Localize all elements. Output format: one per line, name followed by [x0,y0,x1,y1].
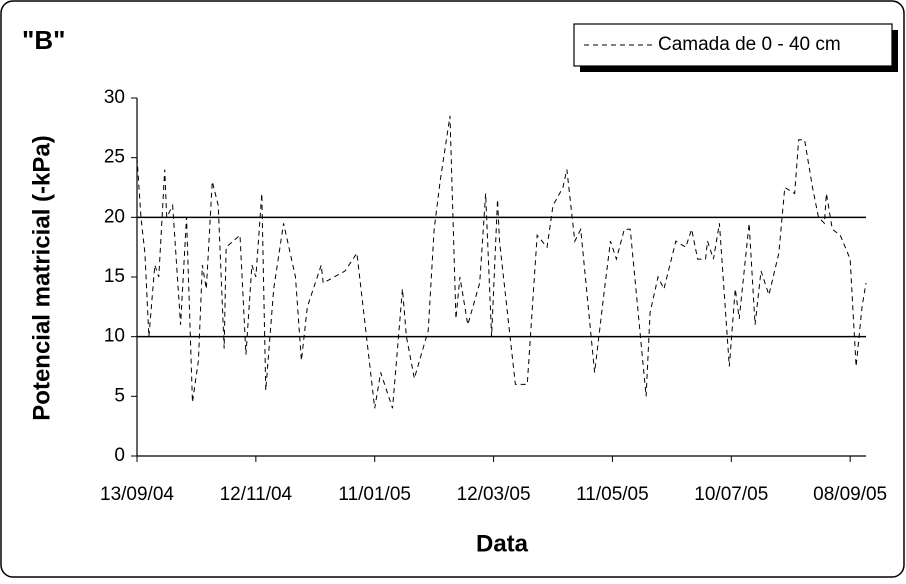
x-tick-label: 11/05/05 [576,484,649,505]
y-tick-label: 10 [104,326,125,347]
x-tick-label: 12/03/05 [457,484,531,505]
y-tick-label: 30 [104,87,125,108]
chart-title: "B" [22,25,65,55]
legend-label: Camada de 0 - 40 cm [658,34,841,55]
x-axis-label: Data [476,530,529,557]
x-tick-label: 11/01/05 [338,484,411,505]
y-tick-label: 0 [114,445,125,466]
y-axis-label: Potencial matricial (-kPa) [28,135,55,420]
legend-box [573,23,893,67]
y-tick-label: 25 [104,147,125,168]
y-tick-label: 15 [104,266,125,287]
x-tick-label: 08/09/05 [813,484,887,505]
y-tick-label: 5 [114,385,125,406]
x-tick-label: 13/09/04 [100,484,174,505]
data-line [136,115,867,409]
x-tick-label: 10/07/05 [694,484,768,505]
y-tick-label: 20 [104,206,125,227]
x-tick-label: 12/11/04 [220,484,293,505]
